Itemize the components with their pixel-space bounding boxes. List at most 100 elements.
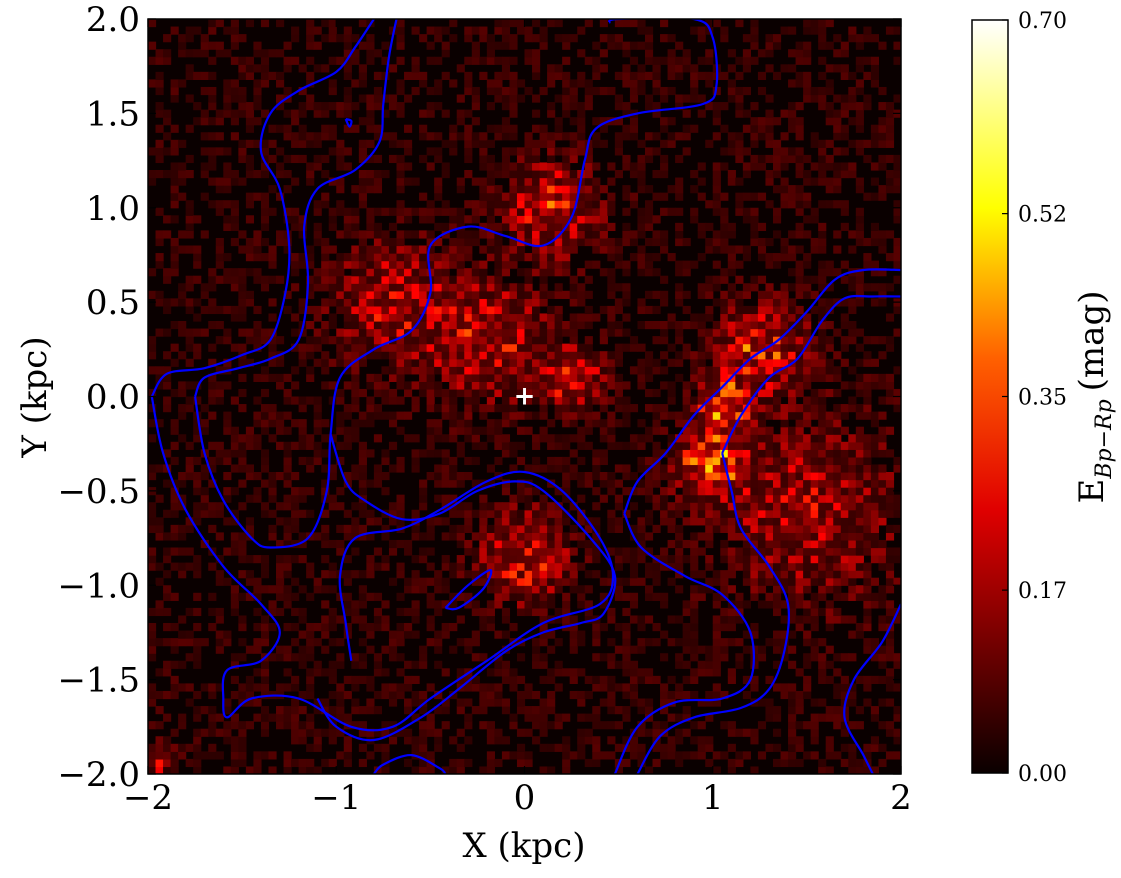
heatmap-cell	[803, 328, 812, 337]
heatmap-cell	[637, 19, 646, 28]
heatmap-cell	[562, 758, 571, 768]
heatmap-cell	[712, 570, 721, 579]
heatmap-cell	[803, 464, 812, 473]
heatmap-cell	[381, 532, 390, 541]
heatmap-cell	[321, 419, 330, 428]
heatmap-cell	[200, 305, 209, 315]
heatmap-cell	[569, 373, 578, 382]
heatmap-cell	[765, 449, 774, 458]
heatmap-cell	[434, 102, 443, 111]
heatmap-cell	[253, 758, 262, 768]
heatmap-cell	[614, 502, 623, 511]
heatmap-cell	[366, 623, 375, 632]
heatmap-cell	[516, 411, 526, 420]
heatmap-cell	[283, 170, 292, 179]
heatmap-cell	[712, 766, 721, 774]
heatmap-cell	[554, 237, 563, 247]
heatmap-cell	[245, 683, 255, 692]
heatmap-cell	[456, 207, 465, 216]
heatmap-cell	[765, 743, 774, 752]
heatmap-cell	[479, 381, 488, 390]
heatmap-cell	[170, 245, 179, 254]
heatmap-cell	[562, 245, 571, 254]
heatmap-cell	[351, 434, 360, 443]
heatmap-cell	[388, 268, 398, 277]
heatmap-cell	[675, 555, 684, 564]
heatmap-cell	[373, 547, 383, 556]
heatmap-cell	[441, 698, 450, 707]
heatmap-cell	[599, 472, 608, 481]
heatmap-cell	[238, 328, 247, 337]
heatmap-cell	[268, 154, 277, 164]
heatmap-cell	[539, 532, 548, 541]
heatmap-cell	[607, 472, 616, 481]
heatmap-cell	[366, 698, 375, 707]
heatmap-cell	[373, 321, 383, 330]
heatmap-cell	[697, 34, 706, 43]
heatmap-cell	[735, 321, 744, 330]
heatmap-cell	[810, 539, 819, 549]
heatmap-cell	[599, 268, 608, 277]
heatmap-cell	[155, 668, 164, 677]
heatmap-cell	[441, 200, 450, 209]
heatmap-cell	[381, 396, 390, 405]
heatmap-cell	[434, 336, 443, 345]
heatmap-cell	[644, 434, 654, 443]
heatmap-cell	[494, 200, 503, 209]
heatmap-cell	[795, 283, 804, 292]
heatmap-cell	[494, 404, 503, 413]
heatmap-cell	[336, 358, 345, 367]
heatmap-cell	[396, 207, 405, 216]
heatmap-cell	[660, 366, 669, 375]
heatmap-cell	[336, 487, 345, 496]
heatmap-cell	[419, 751, 428, 760]
heatmap-cell	[562, 736, 571, 745]
heatmap-cell	[765, 638, 774, 647]
heatmap-cell	[720, 358, 729, 367]
heatmap-cell	[569, 668, 578, 677]
heatmap-cell	[426, 305, 435, 315]
heatmap-cell	[577, 321, 586, 330]
heatmap-cell	[660, 698, 669, 707]
heatmap-cell	[456, 343, 465, 352]
heatmap-cell	[456, 373, 465, 382]
heatmap-cell	[238, 751, 247, 760]
heatmap-cell	[772, 328, 782, 337]
heatmap-cell	[381, 766, 390, 774]
heatmap-cell	[803, 653, 812, 662]
heatmap-cell	[599, 653, 608, 662]
heatmap-cell	[675, 237, 684, 247]
heatmap-cell	[200, 290, 209, 299]
heatmap-cell	[306, 743, 315, 752]
heatmap-cell	[614, 381, 623, 390]
heatmap-cell	[697, 313, 706, 322]
heatmap-cell	[772, 517, 782, 526]
heatmap-cell	[637, 321, 646, 330]
heatmap-cell	[230, 177, 239, 186]
heatmap-cell	[810, 524, 819, 533]
heatmap-cell	[735, 487, 744, 496]
heatmap-cell	[539, 381, 548, 390]
heatmap-cell	[223, 109, 232, 118]
heatmap-cell	[705, 419, 714, 428]
heatmap-cell	[516, 570, 526, 579]
heatmap-cell	[765, 706, 774, 715]
heatmap-cell	[479, 358, 488, 367]
heatmap-cell	[757, 343, 767, 352]
heatmap-cell	[148, 751, 157, 760]
heatmap-cell	[366, 185, 375, 194]
heatmap-cell	[208, 751, 217, 760]
heatmap-cell	[772, 117, 782, 126]
heatmap-cell	[501, 305, 511, 315]
heatmap-cell	[268, 524, 277, 533]
heatmap-cell	[328, 260, 337, 269]
heatmap-cell	[765, 64, 774, 73]
heatmap-cell	[479, 562, 488, 571]
heatmap-cell	[607, 419, 616, 428]
heatmap-cell	[358, 139, 367, 148]
heatmap-cell	[524, 570, 533, 579]
heatmap-cell	[449, 456, 458, 466]
heatmap-cell	[539, 162, 548, 171]
heatmap-cell	[599, 351, 608, 360]
heatmap-cell	[366, 517, 375, 526]
